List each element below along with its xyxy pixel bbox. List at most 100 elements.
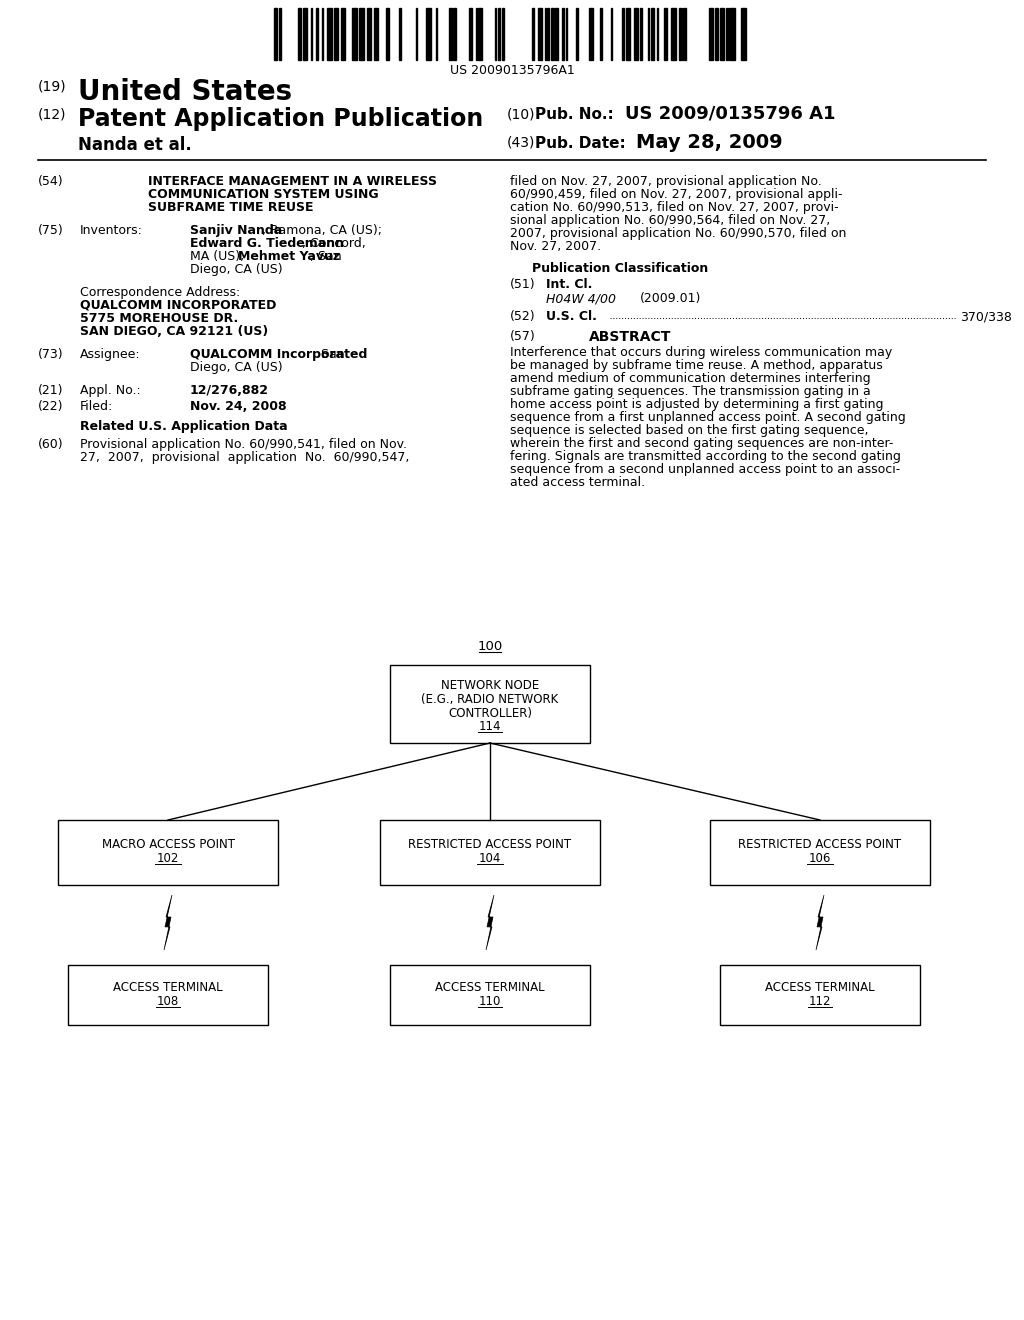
Text: RESTRICTED ACCESS POINT: RESTRICTED ACCESS POINT <box>409 838 571 851</box>
Bar <box>741 8 746 59</box>
Text: (2009.01): (2009.01) <box>640 292 701 305</box>
Bar <box>651 8 654 59</box>
Text: , Concord,: , Concord, <box>302 238 366 249</box>
Text: Sanjiv Nanda: Sanjiv Nanda <box>190 224 283 238</box>
Text: (43): (43) <box>507 136 536 150</box>
Text: (60): (60) <box>38 438 63 451</box>
Text: 100: 100 <box>477 640 503 653</box>
Text: H04W 4/00: H04W 4/00 <box>546 292 616 305</box>
Text: (51): (51) <box>510 279 536 290</box>
Text: (75): (75) <box>38 224 63 238</box>
Text: ated access terminal.: ated access terminal. <box>510 477 645 488</box>
Text: 110: 110 <box>479 995 501 1008</box>
Bar <box>334 8 338 59</box>
Text: amend medium of communication determines interfering: amend medium of communication determines… <box>510 372 870 385</box>
Text: sequence is selected based on the first gating sequence,: sequence is selected based on the first … <box>510 424 868 437</box>
Text: QUALCOMM Incorporated: QUALCOMM Incorporated <box>190 348 368 360</box>
Text: 60/990,459, filed on Nov. 27, 2007, provisional appli-: 60/990,459, filed on Nov. 27, 2007, prov… <box>510 187 843 201</box>
Polygon shape <box>486 895 494 950</box>
Text: home access point is adjusted by determining a first gating: home access point is adjusted by determi… <box>510 399 884 411</box>
Bar <box>341 8 345 59</box>
Bar <box>562 8 564 59</box>
Bar <box>298 8 301 59</box>
Text: 27,  2007,  provisional  application  No.  60/990,547,: 27, 2007, provisional application No. 60… <box>80 451 410 465</box>
Text: subframe gating sequences. The transmission gating in a: subframe gating sequences. The transmiss… <box>510 385 870 399</box>
Bar <box>316 8 318 59</box>
Bar <box>720 965 920 1026</box>
Text: COMMUNICATION SYSTEM USING: COMMUNICATION SYSTEM USING <box>148 187 379 201</box>
Bar <box>626 8 630 59</box>
Polygon shape <box>164 895 172 950</box>
Bar <box>502 8 504 59</box>
Text: MA (US);: MA (US); <box>190 249 249 263</box>
Text: 104: 104 <box>479 851 501 865</box>
Bar <box>547 8 549 59</box>
Bar <box>352 8 357 59</box>
Text: QUALCOMM INCORPORATED: QUALCOMM INCORPORATED <box>80 300 276 312</box>
Text: United States: United States <box>78 78 292 106</box>
Bar <box>469 8 472 59</box>
Text: Provisional application No. 60/990,541, filed on Nov.: Provisional application No. 60/990,541, … <box>80 438 407 451</box>
Text: (54): (54) <box>38 176 63 187</box>
Text: be managed by subframe time reuse. A method, apparatus: be managed by subframe time reuse. A met… <box>510 359 883 372</box>
Text: MACRO ACCESS POINT: MACRO ACCESS POINT <box>101 838 234 851</box>
Bar <box>390 665 590 743</box>
Text: Interference that occurs during wireless communication may: Interference that occurs during wireless… <box>510 346 892 359</box>
Bar <box>274 8 278 59</box>
Text: (E.G., RADIO NETWORK: (E.G., RADIO NETWORK <box>421 693 559 706</box>
Text: Int. Cl.: Int. Cl. <box>546 279 592 290</box>
Bar <box>380 820 600 884</box>
Bar <box>374 8 378 59</box>
Polygon shape <box>816 895 824 950</box>
Text: ACCESS TERMINAL: ACCESS TERMINAL <box>435 981 545 994</box>
Bar <box>478 8 482 59</box>
Text: (22): (22) <box>38 400 63 413</box>
Bar <box>730 8 735 59</box>
Text: Correspondence Address:: Correspondence Address: <box>80 286 241 300</box>
Text: Inventors:: Inventors: <box>80 224 143 238</box>
Bar <box>679 8 681 59</box>
Text: ABSTRACT: ABSTRACT <box>589 330 671 345</box>
Bar <box>575 8 578 59</box>
Text: Nov. 24, 2008: Nov. 24, 2008 <box>190 400 287 413</box>
Text: 114: 114 <box>479 719 502 733</box>
Text: wherein the first and second gating sequences are non-inter-: wherein the first and second gating sequ… <box>510 437 893 450</box>
Text: 2007, provisional application No. 60/990,570, filed on: 2007, provisional application No. 60/990… <box>510 227 847 240</box>
Text: sional application No. 60/990,564, filed on Nov. 27,: sional application No. 60/990,564, filed… <box>510 214 830 227</box>
Text: 112: 112 <box>809 995 831 1008</box>
Text: SUBFRAME TIME REUSE: SUBFRAME TIME REUSE <box>148 201 313 214</box>
Bar <box>58 820 278 884</box>
Bar <box>710 820 930 884</box>
Text: Edward G. Tiedemann: Edward G. Tiedemann <box>190 238 344 249</box>
Bar <box>634 8 638 59</box>
Bar <box>671 8 676 59</box>
Bar <box>555 8 558 59</box>
Text: 370/338: 370/338 <box>961 310 1012 323</box>
Text: ACCESS TERMINAL: ACCESS TERMINAL <box>765 981 874 994</box>
Bar <box>367 8 371 59</box>
Text: sequence from a first unplanned access point. A second gating: sequence from a first unplanned access p… <box>510 411 906 424</box>
Text: Pub. Date:: Pub. Date: <box>535 136 626 150</box>
Text: (19): (19) <box>38 81 67 94</box>
Text: INTERFACE MANAGEMENT IN A WIRELESS: INTERFACE MANAGEMENT IN A WIRELESS <box>148 176 437 187</box>
Text: Diego, CA (US): Diego, CA (US) <box>190 360 283 374</box>
Text: , San: , San <box>310 249 342 263</box>
Bar <box>386 8 389 59</box>
Text: CONTROLLER): CONTROLLER) <box>449 708 532 719</box>
Bar <box>327 8 332 59</box>
Text: Related U.S. Application Data: Related U.S. Application Data <box>80 420 288 433</box>
Bar <box>68 965 268 1026</box>
Text: May 28, 2009: May 28, 2009 <box>636 133 782 152</box>
Text: Nanda et al.: Nanda et al. <box>78 136 191 154</box>
Text: filed on Nov. 27, 2007, provisional application No.: filed on Nov. 27, 2007, provisional appl… <box>510 176 821 187</box>
Text: U.S. Cl.: U.S. Cl. <box>546 310 597 323</box>
Bar <box>709 8 713 59</box>
Bar <box>684 8 686 59</box>
Text: (52): (52) <box>510 310 536 323</box>
Bar <box>715 8 718 59</box>
Bar <box>551 8 554 59</box>
Text: Filed:: Filed: <box>80 400 114 413</box>
Bar <box>303 8 307 59</box>
Text: (12): (12) <box>38 108 67 121</box>
Text: ACCESS TERMINAL: ACCESS TERMINAL <box>114 981 223 994</box>
